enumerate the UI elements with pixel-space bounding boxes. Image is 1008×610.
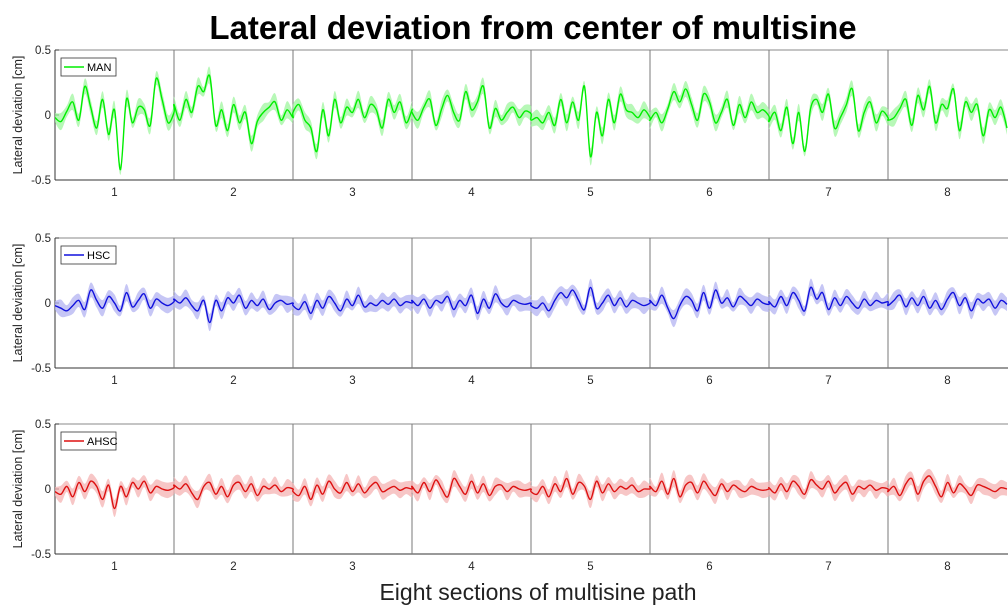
ytick-label: 0 [45, 110, 51, 122]
xtick-label: 4 [468, 187, 475, 199]
ytick-label: 0.5 [35, 419, 51, 431]
xtick-label: 6 [706, 561, 712, 573]
figure-title: Lateral deviation from center of multisi… [209, 9, 856, 46]
legend-label: AHSC [87, 436, 118, 448]
ytick-label: -0.5 [31, 549, 51, 561]
xtick-label: 3 [349, 187, 355, 199]
xtick-label: 7 [825, 561, 831, 573]
ytick-label: 0 [45, 484, 51, 496]
xtick-label: 7 [825, 187, 831, 199]
xtick-label: 8 [944, 375, 950, 387]
panel-1: 0.5 0 -0.5 Lateral deviation [cm] 1 2 3 4 5 6 7 8 MA… [11, 45, 1008, 199]
ytick-label: -0.5 [31, 363, 51, 375]
series-line [55, 475, 1008, 510]
xtick-label: 8 [944, 561, 950, 573]
panel-2: 0.5 0 -0.5 Lateral deviation [cm] 1 2 3 4 5 6 7 8 HS… [11, 233, 1008, 387]
ytick-label: 0.5 [35, 233, 51, 245]
figure-xlabel: Eight sections of multisine path [379, 579, 696, 605]
series-line [55, 286, 1008, 324]
xtick-label: 2 [230, 187, 236, 199]
xtick-label: 6 [706, 187, 712, 199]
ytick-label: 0.5 [35, 45, 51, 57]
xtick-label: 2 [230, 375, 236, 387]
confidence-band [55, 468, 1007, 517]
xtick-label: 5 [587, 561, 593, 573]
ytick-label: 0 [45, 298, 51, 310]
panels-group: 0.5 0 -0.5 Lateral deviation [cm] 1 2 3 4 5 6 7 8 MA… [11, 45, 1008, 573]
xtick-label: 1 [111, 561, 117, 573]
ytick-label: -0.5 [31, 175, 51, 187]
xtick-label: 1 [111, 187, 117, 199]
xtick-label: 2 [230, 561, 236, 573]
series-line [55, 74, 1008, 171]
y-axis-label: Lateral deviation [cm] [11, 244, 25, 363]
legend-box [60, 245, 117, 265]
xtick-label: 8 [944, 187, 950, 199]
xtick-label: 5 [587, 375, 593, 387]
xtick-label: 4 [468, 561, 475, 573]
panel-3: 0.5 0 -0.5 Lateral deviation [cm] 1 2 3 4 5 6 7 8 AH… [11, 419, 1008, 573]
y-axis-label: Lateral deviation [cm] [11, 430, 25, 549]
legend-box [60, 431, 117, 451]
xtick-label: 7 [825, 375, 831, 387]
legend-label: MAN [87, 62, 112, 74]
xtick-label: 1 [111, 375, 117, 387]
xtick-label: 3 [349, 375, 355, 387]
xtick-label: 3 [349, 561, 355, 573]
xtick-label: 5 [587, 187, 593, 199]
legend-label: HSC [87, 250, 110, 262]
xtick-label: 4 [468, 375, 475, 387]
y-axis-label: Lateral deviation [cm] [11, 56, 25, 175]
xtick-label: 6 [706, 375, 712, 387]
legend-box [60, 57, 117, 77]
